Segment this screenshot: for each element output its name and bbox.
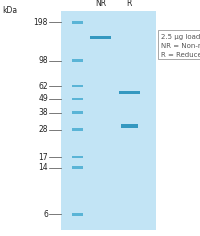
Text: 38: 38: [38, 108, 48, 117]
Bar: [119, 91, 140, 94]
Bar: [72, 97, 83, 100]
FancyBboxPatch shape: [158, 30, 200, 59]
Bar: [72, 111, 83, 114]
Text: 98: 98: [38, 56, 48, 65]
Bar: [72, 128, 83, 131]
Text: 17: 17: [38, 152, 48, 161]
Bar: [90, 36, 111, 39]
Bar: [61, 11, 156, 230]
Text: 6: 6: [43, 210, 48, 219]
Text: 198: 198: [34, 18, 48, 27]
Text: kDa: kDa: [2, 6, 17, 15]
Text: 14: 14: [38, 163, 48, 172]
Text: 28: 28: [38, 125, 48, 134]
Bar: [72, 59, 83, 62]
Bar: [72, 21, 83, 24]
Bar: [72, 166, 83, 169]
Bar: [121, 124, 138, 127]
Text: 2.5 μg loading
NR = Non-reduced
R = Reduced: 2.5 μg loading NR = Non-reduced R = Redu…: [161, 34, 200, 58]
Bar: [72, 213, 83, 216]
Text: 62: 62: [38, 81, 48, 91]
Bar: [72, 85, 83, 88]
Bar: [72, 156, 83, 158]
Text: R: R: [127, 0, 132, 8]
Text: NR: NR: [95, 0, 106, 8]
Text: 49: 49: [38, 94, 48, 103]
